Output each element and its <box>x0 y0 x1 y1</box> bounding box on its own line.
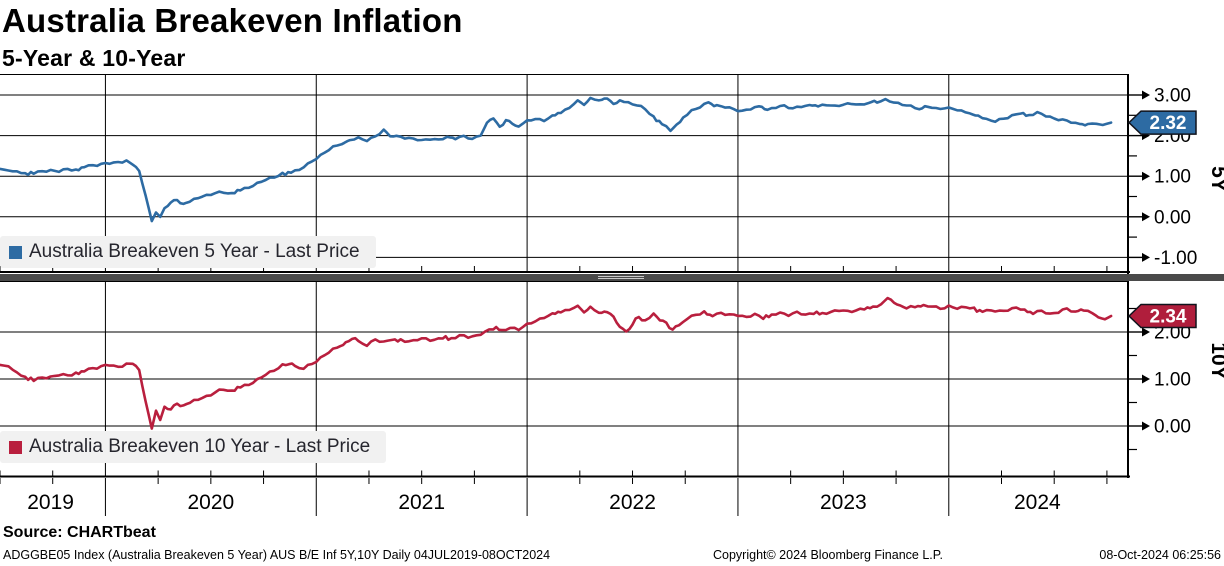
y-tick-label: -1.00 <box>1154 248 1197 269</box>
y-tick-arrow-icon <box>1142 212 1150 222</box>
legend-swatch-5y-icon <box>9 245 22 259</box>
last-price-value: 2.32 <box>1150 113 1187 134</box>
y-tick-arrow-icon <box>1142 90 1150 100</box>
x-axis-strip: 2019 2020 2021 2022 2023 2024 <box>0 478 1108 516</box>
x-year-label: 2021 <box>398 491 445 514</box>
page-title: Australia Breakeven Inflation <box>2 2 463 39</box>
last-price-value: 2.34 <box>1150 307 1187 328</box>
copyright-text: Copyright© 2024 Bloomberg Finance L.P. <box>713 548 943 562</box>
ticker-description: ADGGBE05 Index (Australia Breakeven 5 Ye… <box>3 548 551 562</box>
y-tick-arrow-icon <box>1142 374 1150 384</box>
x-year-label: 2022 <box>609 491 656 514</box>
australia-breakeven-10-year-line <box>0 296 1113 430</box>
y-tick-arrow-icon <box>1142 421 1150 431</box>
y-tick-label: 0.00 <box>1154 207 1191 228</box>
y-tick-label: 0.00 <box>1154 417 1191 438</box>
australia-breakeven-5-year-line <box>0 96 1113 223</box>
page-subtitle: 5-Year & 10-Year <box>2 45 186 71</box>
x-year-label: 2024 <box>1014 491 1061 514</box>
y-tick-label: 3.00 <box>1154 86 1191 107</box>
y-tick-label: 1.00 <box>1154 167 1191 188</box>
legend-label-10y: Australia Breakeven 10 Year - Last Price <box>29 436 371 457</box>
footer-info-row: ADGGBE05 Index (Australia Breakeven 5 Ye… <box>0 548 1224 564</box>
y-axis-title: 5Y <box>1207 166 1224 192</box>
x-year-label: 2019 <box>27 491 74 514</box>
panel-divider-grip-icon[interactable] <box>598 275 644 280</box>
source-line: Source: CHARTbeat <box>3 524 156 541</box>
legend-10-year[interactable]: Australia Breakeven 10 Year - Last Price <box>0 431 387 463</box>
y-tick-label: 1.00 <box>1154 370 1191 391</box>
y-axis-title: 10Y <box>1207 342 1224 379</box>
footer-datetime: 08-Oct-2024 06:25:56 <box>1099 548 1221 562</box>
last-price-badge-10y[interactable] <box>1127 303 1197 329</box>
x-year-label: 2023 <box>820 491 867 514</box>
y-tick-arrow-icon <box>1142 252 1150 262</box>
legend-5-year[interactable]: Australia Breakeven 5 Year - Last Price <box>0 236 376 268</box>
x-year-label: 2020 <box>187 491 234 514</box>
panel-divider[interactable] <box>0 274 1224 281</box>
y-tick-arrow-icon <box>1142 171 1150 181</box>
legend-swatch-10y-icon <box>9 440 22 454</box>
legend-label-5y: Australia Breakeven 5 Year - Last Price <box>29 241 360 262</box>
last-price-badge-5y[interactable] <box>1127 110 1197 135</box>
y-tick-arrow-icon <box>1142 327 1150 337</box>
